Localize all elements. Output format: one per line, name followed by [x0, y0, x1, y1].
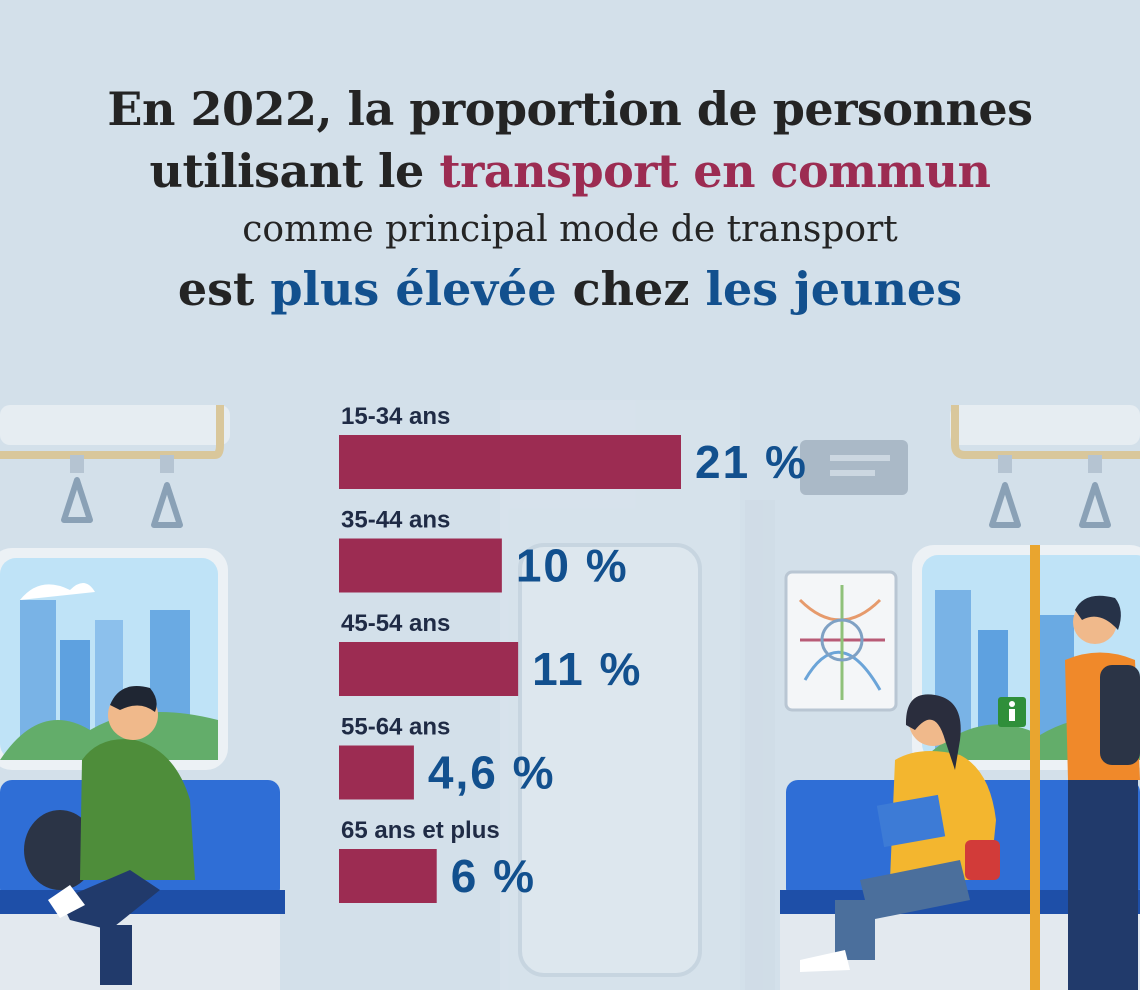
category-label: 65 ans et plus [341, 817, 500, 844]
category-label: 15-34 ans [341, 403, 450, 430]
passenger-illustration [1065, 595, 1140, 990]
grab-handle-icon [950, 405, 1140, 528]
title-line-4-a: est [177, 262, 271, 316]
title-line-1: En 2022, la proportion de personnes [107, 82, 1033, 136]
value-label: 21 % [695, 436, 808, 488]
bar [339, 435, 681, 489]
value-label: 11 % [532, 643, 642, 695]
passenger-illustration [24, 686, 195, 985]
value-label: 10 % [516, 540, 629, 592]
category-label: 55-64 ans [341, 714, 450, 741]
accessibility-sign-icon [998, 697, 1026, 727]
bar [339, 538, 502, 593]
bar [339, 745, 414, 800]
info-screen [800, 440, 908, 495]
passenger-illustration [800, 694, 1000, 972]
metro-map-icon [784, 570, 898, 712]
title-line-4-c: chez [556, 262, 706, 316]
door-panel [500, 400, 775, 990]
bar [339, 849, 437, 903]
value-label: 6 % [451, 850, 536, 902]
grab-pole [1030, 545, 1040, 990]
title-highlight-young: les jeunes [705, 262, 963, 316]
grab-handle-icon [0, 405, 230, 528]
title-line-3: comme principal mode de transport [242, 209, 898, 250]
chart-title: En 2022, la proportion de personnes util… [0, 78, 1140, 320]
title-highlight-transport: transport en commun [439, 144, 991, 198]
title-line-2: utilisant le transport en commun [0, 140, 1140, 202]
bar [339, 642, 519, 696]
skyline-window-illustration [0, 548, 228, 770]
category-label: 45-54 ans [341, 610, 450, 637]
title-line-2-prefix: utilisant le [149, 144, 440, 198]
title-highlight-higher: plus élevée [270, 262, 557, 316]
category-label: 35-44 ans [341, 507, 450, 534]
title-line-4: est plus élevée chez les jeunes [0, 258, 1140, 320]
value-label: 4,6 % [428, 747, 556, 799]
